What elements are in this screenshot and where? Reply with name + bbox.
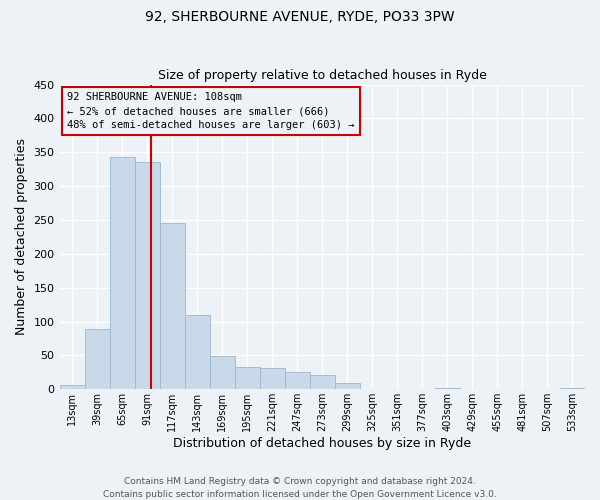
Text: Contains HM Land Registry data © Crown copyright and database right 2024.
Contai: Contains HM Land Registry data © Crown c… bbox=[103, 478, 497, 499]
Bar bbox=[160, 222, 185, 390]
Bar bbox=[285, 372, 310, 390]
Bar bbox=[134, 162, 160, 390]
Bar bbox=[185, 315, 209, 390]
Bar bbox=[209, 356, 235, 390]
X-axis label: Distribution of detached houses by size in Ryde: Distribution of detached houses by size … bbox=[173, 437, 472, 450]
Bar bbox=[335, 382, 360, 390]
Title: Size of property relative to detached houses in Ryde: Size of property relative to detached ho… bbox=[158, 69, 487, 82]
Bar bbox=[59, 384, 85, 390]
Y-axis label: Number of detached properties: Number of detached properties bbox=[15, 138, 28, 336]
Text: 92 SHERBOURNE AVENUE: 108sqm
← 52% of detached houses are smaller (666)
48% of s: 92 SHERBOURNE AVENUE: 108sqm ← 52% of de… bbox=[67, 92, 355, 130]
Bar bbox=[435, 388, 460, 390]
Bar bbox=[260, 368, 285, 390]
Bar bbox=[85, 329, 110, 390]
Bar bbox=[560, 388, 585, 390]
Text: 92, SHERBOURNE AVENUE, RYDE, PO33 3PW: 92, SHERBOURNE AVENUE, RYDE, PO33 3PW bbox=[145, 10, 455, 24]
Bar bbox=[110, 157, 134, 390]
Bar bbox=[235, 367, 260, 390]
Bar bbox=[310, 375, 335, 390]
